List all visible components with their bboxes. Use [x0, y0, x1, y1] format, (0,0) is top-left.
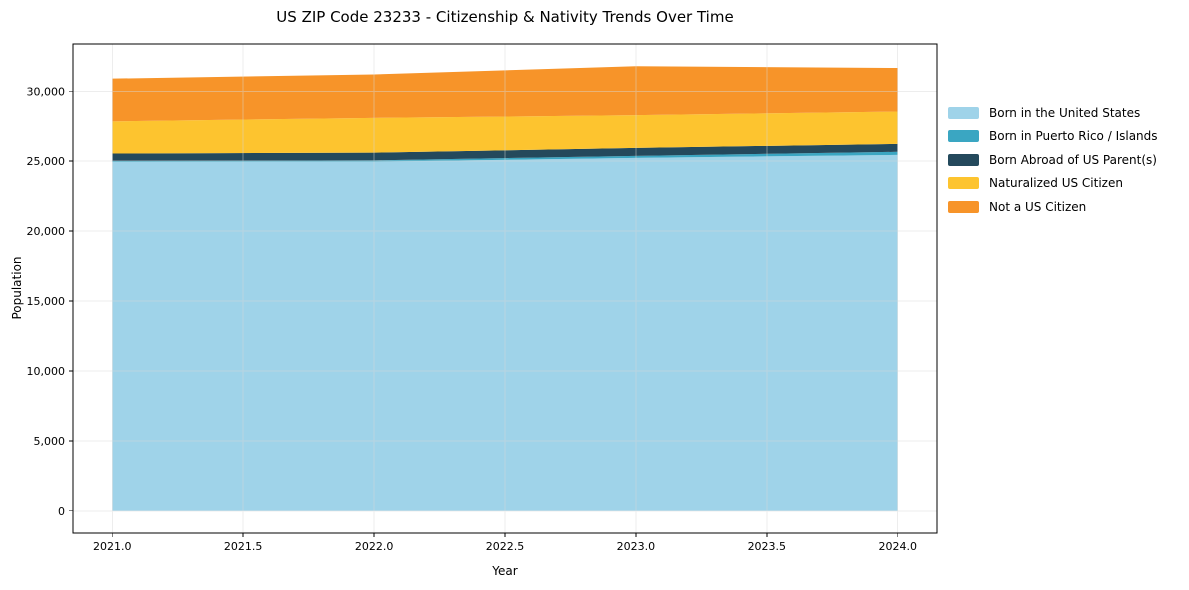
legend-row-born-in-puerto-rico-islands: Born in Puerto Rico / Islands [948, 125, 1158, 149]
y-tick-label: 20,000 [27, 225, 66, 238]
x-tick-label: 2021.5 [224, 540, 263, 553]
y-axis-label: Population [10, 256, 24, 320]
x-tick-label: 2022.0 [355, 540, 394, 553]
x-axis-label: Year [492, 564, 518, 578]
legend-row-born-in-the-united-states: Born in the United States [948, 101, 1158, 125]
y-tick-label: 30,000 [27, 85, 66, 98]
legend-label: Born in the United States [989, 105, 1141, 120]
y-tick-label: 10,000 [27, 365, 66, 378]
area-naturalized-us-citizen [112, 111, 898, 154]
legend-label: Naturalized US Citizen [989, 176, 1123, 191]
legend-row-naturalized-us-citizen: Naturalized US Citizen [948, 172, 1158, 196]
y-tick-label: 5,000 [34, 435, 66, 448]
x-tick-label: 2022.5 [486, 540, 525, 553]
legend-label: Born in Puerto Rico / Islands [989, 129, 1158, 144]
x-tick-label: 2023.5 [748, 540, 787, 553]
area-born-in-the-united-states [112, 154, 898, 511]
x-tick-label: 2021.0 [93, 540, 132, 553]
y-tick-label: 0 [58, 505, 65, 518]
area-born-in-puerto-rico-islands [112, 151, 898, 162]
area-not-a-us-citizen [112, 66, 898, 122]
gridlines [73, 44, 937, 533]
legend-swatch-icon [948, 153, 979, 166]
tick-marks [69, 90, 899, 537]
legend-swatch-icon [948, 200, 979, 213]
legend-row-not-a-us-citizen: Not a US Citizen [948, 195, 1158, 219]
legend-row-born-abroad-of-us-parent-s: Born Abroad of US Parent(s) [948, 148, 1158, 172]
legend-swatch-icon [948, 177, 979, 190]
area-born-abroad-of-us-parent-s [112, 143, 898, 161]
legend-swatch-icon [948, 106, 979, 119]
y-tick-label: 25,000 [27, 155, 66, 168]
legend-label: Not a US Citizen [989, 199, 1087, 214]
x-tick-label: 2023.0 [617, 540, 656, 553]
tick-labels: 2021.0 2021.5 2022.0 2022.5 2023.0 2023.5 2024… [27, 85, 917, 553]
x-tick-label: 2024.0 [878, 540, 917, 553]
legend: Born in the United States Born in Puerto … [948, 101, 1158, 219]
chart-title: US ZIP Code 23233 - Citizenship & Nativi… [276, 8, 734, 26]
y-tick-label: 15,000 [27, 295, 66, 308]
legend-swatch-icon [948, 130, 979, 143]
legend-label: Born Abroad of US Parent(s) [989, 152, 1157, 167]
